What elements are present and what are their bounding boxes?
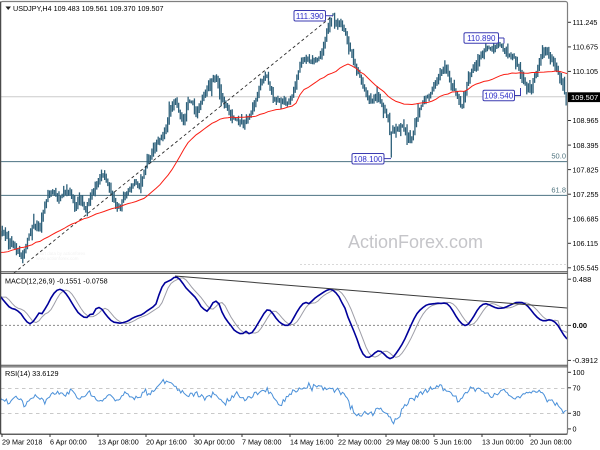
svg-text:RSI(14) 33.6129: RSI(14) 33.6129	[5, 369, 59, 378]
svg-text:109.507: 109.507	[571, 93, 598, 102]
svg-text:20 Jun 08:00: 20 Jun 08:00	[530, 438, 572, 447]
svg-text:14 May 16:00: 14 May 16:00	[290, 438, 334, 447]
svg-text:111.390: 111.390	[296, 12, 324, 21]
svg-text:6 Apr 00:00: 6 Apr 00:00	[50, 438, 87, 447]
svg-text:22 May 00:00: 22 May 00:00	[338, 438, 382, 447]
svg-text:USDJPY,H4 109.483 109.561 109: USDJPY,H4 109.483 109.561 109.370 109.50…	[13, 4, 164, 13]
svg-text:109.540: 109.540	[484, 92, 513, 101]
svg-text:107.255: 107.255	[573, 190, 599, 199]
svg-text:www.actionforex.com: www.actionforex.com	[36, 256, 79, 261]
svg-text:ActionForex.com: ActionForex.com	[348, 232, 483, 252]
svg-text:106.685: 106.685	[573, 214, 599, 223]
svg-text:7 May 08:00: 7 May 08:00	[242, 438, 282, 447]
svg-text:61.8: 61.8	[551, 185, 566, 194]
svg-text:5 Jun 16:00: 5 Jun 16:00	[434, 438, 472, 447]
svg-text:105.545: 105.545	[573, 264, 599, 273]
svg-text:0.488: 0.488	[573, 275, 592, 284]
svg-text:50.0: 50.0	[551, 152, 566, 161]
svg-text:MACD(12,26,9) -0.1551 -0.0758: MACD(12,26,9) -0.1551 -0.0758	[5, 277, 108, 286]
svg-text:20 Apr 16:00: 20 Apr 16:00	[146, 438, 187, 447]
svg-text:110.675: 110.675	[573, 43, 598, 52]
svg-text:111.245: 111.245	[573, 18, 598, 27]
svg-text:110.890: 110.890	[467, 34, 496, 43]
svg-text:0: 0	[573, 425, 577, 434]
svg-text:-0.3912: -0.3912	[573, 356, 598, 365]
svg-text:108.395: 108.395	[573, 141, 599, 150]
svg-text:110.105: 110.105	[573, 67, 598, 76]
svg-text:13 Jun 00:00: 13 Jun 00:00	[482, 438, 524, 447]
svg-text:108.100: 108.100	[354, 155, 383, 164]
svg-text:29 Mar 2018: 29 Mar 2018	[2, 438, 42, 447]
svg-text:chart data by actionforex: chart data by actionforex	[36, 251, 86, 256]
svg-text:100: 100	[573, 368, 585, 377]
svg-text:108.965: 108.965	[573, 116, 599, 125]
svg-text:106.115: 106.115	[573, 239, 598, 248]
svg-text:70: 70	[573, 384, 581, 393]
svg-text:0.00: 0.00	[573, 321, 588, 330]
svg-text:30 Apr 00:00: 30 Apr 00:00	[194, 438, 235, 447]
svg-text:107.825: 107.825	[573, 165, 599, 174]
svg-text:29 May 08:00: 29 May 08:00	[386, 438, 430, 447]
svg-text:30: 30	[573, 409, 581, 418]
svg-text:13 Apr 08:00: 13 Apr 08:00	[98, 438, 139, 447]
